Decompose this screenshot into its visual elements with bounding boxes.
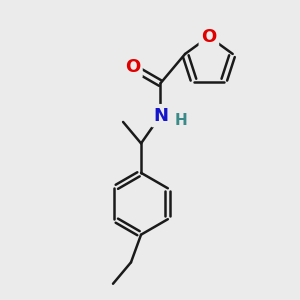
- Text: N: N: [153, 106, 168, 124]
- Text: O: O: [125, 58, 140, 76]
- Text: O: O: [201, 28, 217, 46]
- Text: H: H: [175, 112, 188, 128]
